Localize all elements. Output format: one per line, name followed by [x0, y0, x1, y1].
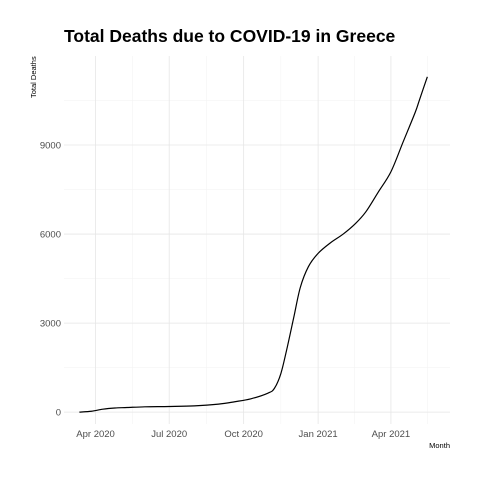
x-tick-label: Oct 2020: [224, 429, 263, 440]
x-tick-label: Apr 2021: [372, 429, 411, 440]
plot-area: [79, 76, 428, 413]
x-tick-label: Jul 2020: [151, 429, 187, 440]
x-tick-label: Jan 2021: [299, 429, 338, 440]
axis-labels: Apr 2020 Jul 2020 Oct 2020 Jan 2021 Apr 2021…: [40, 141, 410, 440]
y-axis-title: Total Deaths: [29, 56, 38, 98]
x-axis-title: Month: [429, 441, 450, 450]
x-tick-label: Apr 2020: [76, 429, 115, 440]
deaths-line: [79, 76, 428, 413]
y-tick-label: 9000: [40, 141, 61, 152]
gridlines: [64, 56, 450, 424]
y-tick-label: 0: [56, 408, 61, 419]
y-tick-label: 3000: [40, 319, 61, 330]
y-tick-label: 6000: [40, 230, 61, 241]
chart-title: Total Deaths due to COVID-19 in Greece: [64, 26, 396, 46]
